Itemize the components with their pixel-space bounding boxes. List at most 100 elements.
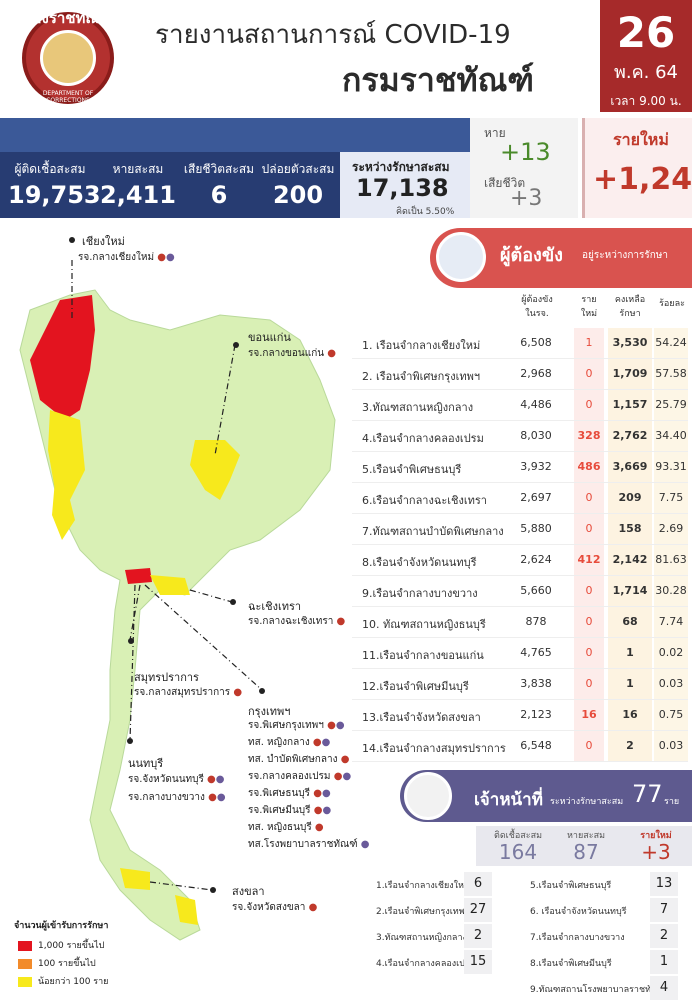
recovered-today-label: หาย [484, 126, 506, 140]
bangkok-dot [259, 688, 265, 694]
total-unit: ราย [279, 12, 300, 26]
row-pct: 0.03 [654, 669, 688, 699]
staff-unit-name: 6. เรือนจำจังหวัดนนทบุรี [530, 907, 627, 917]
table-row: 6.เรือนจำกลางฉะเชิงเทรา 2,697 0 209 7.75 [352, 483, 688, 514]
table-row: 5.เรือนจำพิเศษธนบุรี 3,932 486 3,669 93.31 [352, 452, 688, 483]
infected-value: 19,753 [8, 181, 101, 209]
row-remaining: 3,669 [608, 452, 652, 482]
chachoengsao-province [150, 575, 190, 595]
row-new: 0 [574, 669, 604, 699]
person-icon: ● [166, 252, 175, 263]
death-today-value: +3 [510, 186, 543, 211]
table-row: 2. เรือนจำพิเศษกรุงเทพฯ 2,968 0 1,709 57.58 [352, 359, 688, 390]
map-sub-songkhla: รจ.จังหวัดสงขลา ● [232, 900, 317, 915]
department-logo: DEPARTMENT OF CORRECTIONS [22, 12, 114, 104]
new-cases-box: รายใหม่ +1,243 [582, 118, 692, 218]
row-name: 11.เรือนจำกลางขอนแก่น [362, 649, 484, 662]
map-sub-samutprakan: รจ.กลางสมุทรปราการ ● [134, 685, 242, 700]
inmates-label: ผู้ต้องราชทัณฑ์ [14, 9, 112, 27]
table-row: 4.เรือนจำกลางคลองเปรม 8,030 328 2,762 34.40 [352, 421, 688, 452]
list-item: 1.เรือนจำกลางเชียงใหม่ 6 [376, 872, 494, 898]
row-remaining: 16 [608, 700, 652, 730]
staff-unit-name: 2.เรือนจำพิเศษกรุงเทพฯ [376, 907, 470, 917]
row-name: 13.เรือนจำจังหวัดสงขลา [362, 711, 481, 724]
staff-unit-count: 13 [650, 872, 678, 896]
row-pct: 25.79 [654, 390, 688, 420]
staff-new-label: รายใหม่ [640, 831, 672, 841]
row-pct: 57.58 [654, 359, 688, 389]
person-icon: ● [233, 687, 243, 698]
infected-label: ผู้ติดเชื้อสะสม [14, 162, 86, 176]
staff-unit-name: 7.เรือนจำกลางบางขวาง [530, 933, 625, 943]
staff-icon [404, 772, 452, 820]
songkhla-prison: รจ.จังหวัดสงขลา [232, 902, 306, 913]
staff-treating-value: 77 [632, 780, 663, 808]
staff-unit-name: 5.เรือนจำพิเศษธนบุรี [530, 881, 612, 891]
row-inmates: 2,968 [520, 367, 552, 380]
staff-unit-name: 3.ทัณฑสถานหญิงกลาง [376, 933, 467, 943]
col-header-inmates: ผู้ต้องขัง ในรจ. [521, 295, 553, 319]
khonkaen-dot [233, 342, 239, 348]
date-time: เวลา 9.00 น. [610, 94, 682, 108]
table-row: 3.ทัณฑสถานหญิงกลาง 4,486 0 1,157 25.79 [352, 390, 688, 421]
map-sub-nonthaburi-2: รจ.กลางบางขวาง ●● [128, 792, 226, 803]
treating-label: ระหว่างรักษาสะสม [352, 160, 450, 174]
map-label-bangkok: กรุงเทพฯ [248, 705, 291, 718]
person-icon: ● [308, 902, 318, 913]
row-new: 486 [574, 452, 604, 482]
chiangmai-province [30, 295, 95, 420]
row-name: 5.เรือนจำพิเศษธนบุรี [362, 463, 462, 476]
row-inmates: 3,932 [520, 460, 552, 473]
legend-swatch [18, 976, 32, 987]
table-row: 10. ทัณฑสถานหญิงธนบุรี 878 0 68 7.74 [352, 607, 688, 638]
row-inmates: 5,880 [520, 522, 552, 535]
inmates-title: ผู้ต้องขัง [500, 245, 563, 266]
row-pct: 81.63 [654, 545, 688, 575]
staff-recovered-value: 87 [573, 840, 599, 864]
treating-pct: คิดเป็น 5.50% [396, 207, 455, 217]
legend-title: จำนวนผู้เข้ารับการรักษา [14, 921, 109, 931]
released-stat: ปล่อยตัวสะสม 200 [258, 160, 338, 209]
row-name: 9.เรือนจำกลางบางขวาง [362, 587, 478, 600]
date-box: 26 พ.ค. 64 เวลา 9.00 น. [600, 0, 692, 112]
list-item: 4.เรือนจำกลางคลองเปรม 15 [376, 950, 494, 976]
row-pct: 93.31 [654, 452, 688, 482]
staff-unit-name: 1.เรือนจำกลางเชียงใหม่ [376, 881, 470, 891]
row-pct: 0.75 [654, 700, 688, 730]
person-icon: ● [327, 348, 337, 359]
report-title: รายงานสถานการณ์ COVID-19 [155, 20, 511, 50]
row-remaining: 209 [608, 483, 652, 513]
list-item: 6. เรือนจำจังหวัดนนทบุรี 7 [530, 898, 680, 924]
new-cases-label: รายใหม่ [613, 130, 669, 149]
deaths-stat: เสียชีวิตสะสม 6 [182, 160, 256, 209]
table-row: 12.เรือนจำพิเศษมีนบุรี 3,838 0 1 0.03 [352, 669, 688, 700]
recovered-label: หายสะสม [112, 162, 164, 176]
map-label-samutprakan: สมุทรปราการ [134, 671, 199, 684]
samutprakan-prison: รจ.กลางสมุทรปราการ [134, 687, 231, 698]
map-label-nonthaburi: นนทบุรี [128, 757, 164, 770]
row-new: 0 [574, 514, 604, 544]
inmates-total: รวม 311,644 ราย [178, 8, 300, 29]
bangkok-prison-1: รจ.พิเศษกรุงเทพฯ ●● [248, 720, 345, 731]
staff-unit-count: 4 [650, 976, 678, 1000]
emblem-icon [40, 30, 96, 86]
total-value: 311,644 [202, 8, 276, 27]
staff-infected-value: 164 [498, 840, 538, 864]
bangkok-prison-3: ทส. บำบัดพิเศษกลาง ● [248, 754, 350, 765]
date-day: 26 [616, 8, 676, 57]
row-inmates: 3,838 [520, 677, 552, 690]
bangkok-prison-8: ทส.โรงพยาบาลราชทัณฑ์ ● [248, 839, 370, 850]
staff-unit-count: 1 [650, 950, 678, 974]
map-label-songkhla: สงขลา [232, 885, 265, 898]
row-inmates: 5,660 [520, 584, 552, 597]
khonkaen-province [190, 440, 240, 500]
row-name: 14.เรือนจำกลางสมุทรปราการ [362, 742, 506, 755]
nonthaburi-dot [127, 738, 133, 744]
recovered-value: 2,411 [100, 181, 176, 209]
row-remaining: 2,142 [608, 545, 652, 575]
row-pct: 2.69 [654, 514, 688, 544]
map-label-chachoengsao: ฉะเชิงเทรา [248, 600, 302, 613]
map-sub-chiangmai: รจ.กลางเชียงใหม่ ●● [78, 250, 175, 265]
staff-unit-name: 9.ทัณฑสถานโรงพยาบาลราชทัณฑ์ [530, 985, 667, 995]
list-item: 3.ทัณฑสถานหญิงกลาง 2 [376, 924, 494, 950]
